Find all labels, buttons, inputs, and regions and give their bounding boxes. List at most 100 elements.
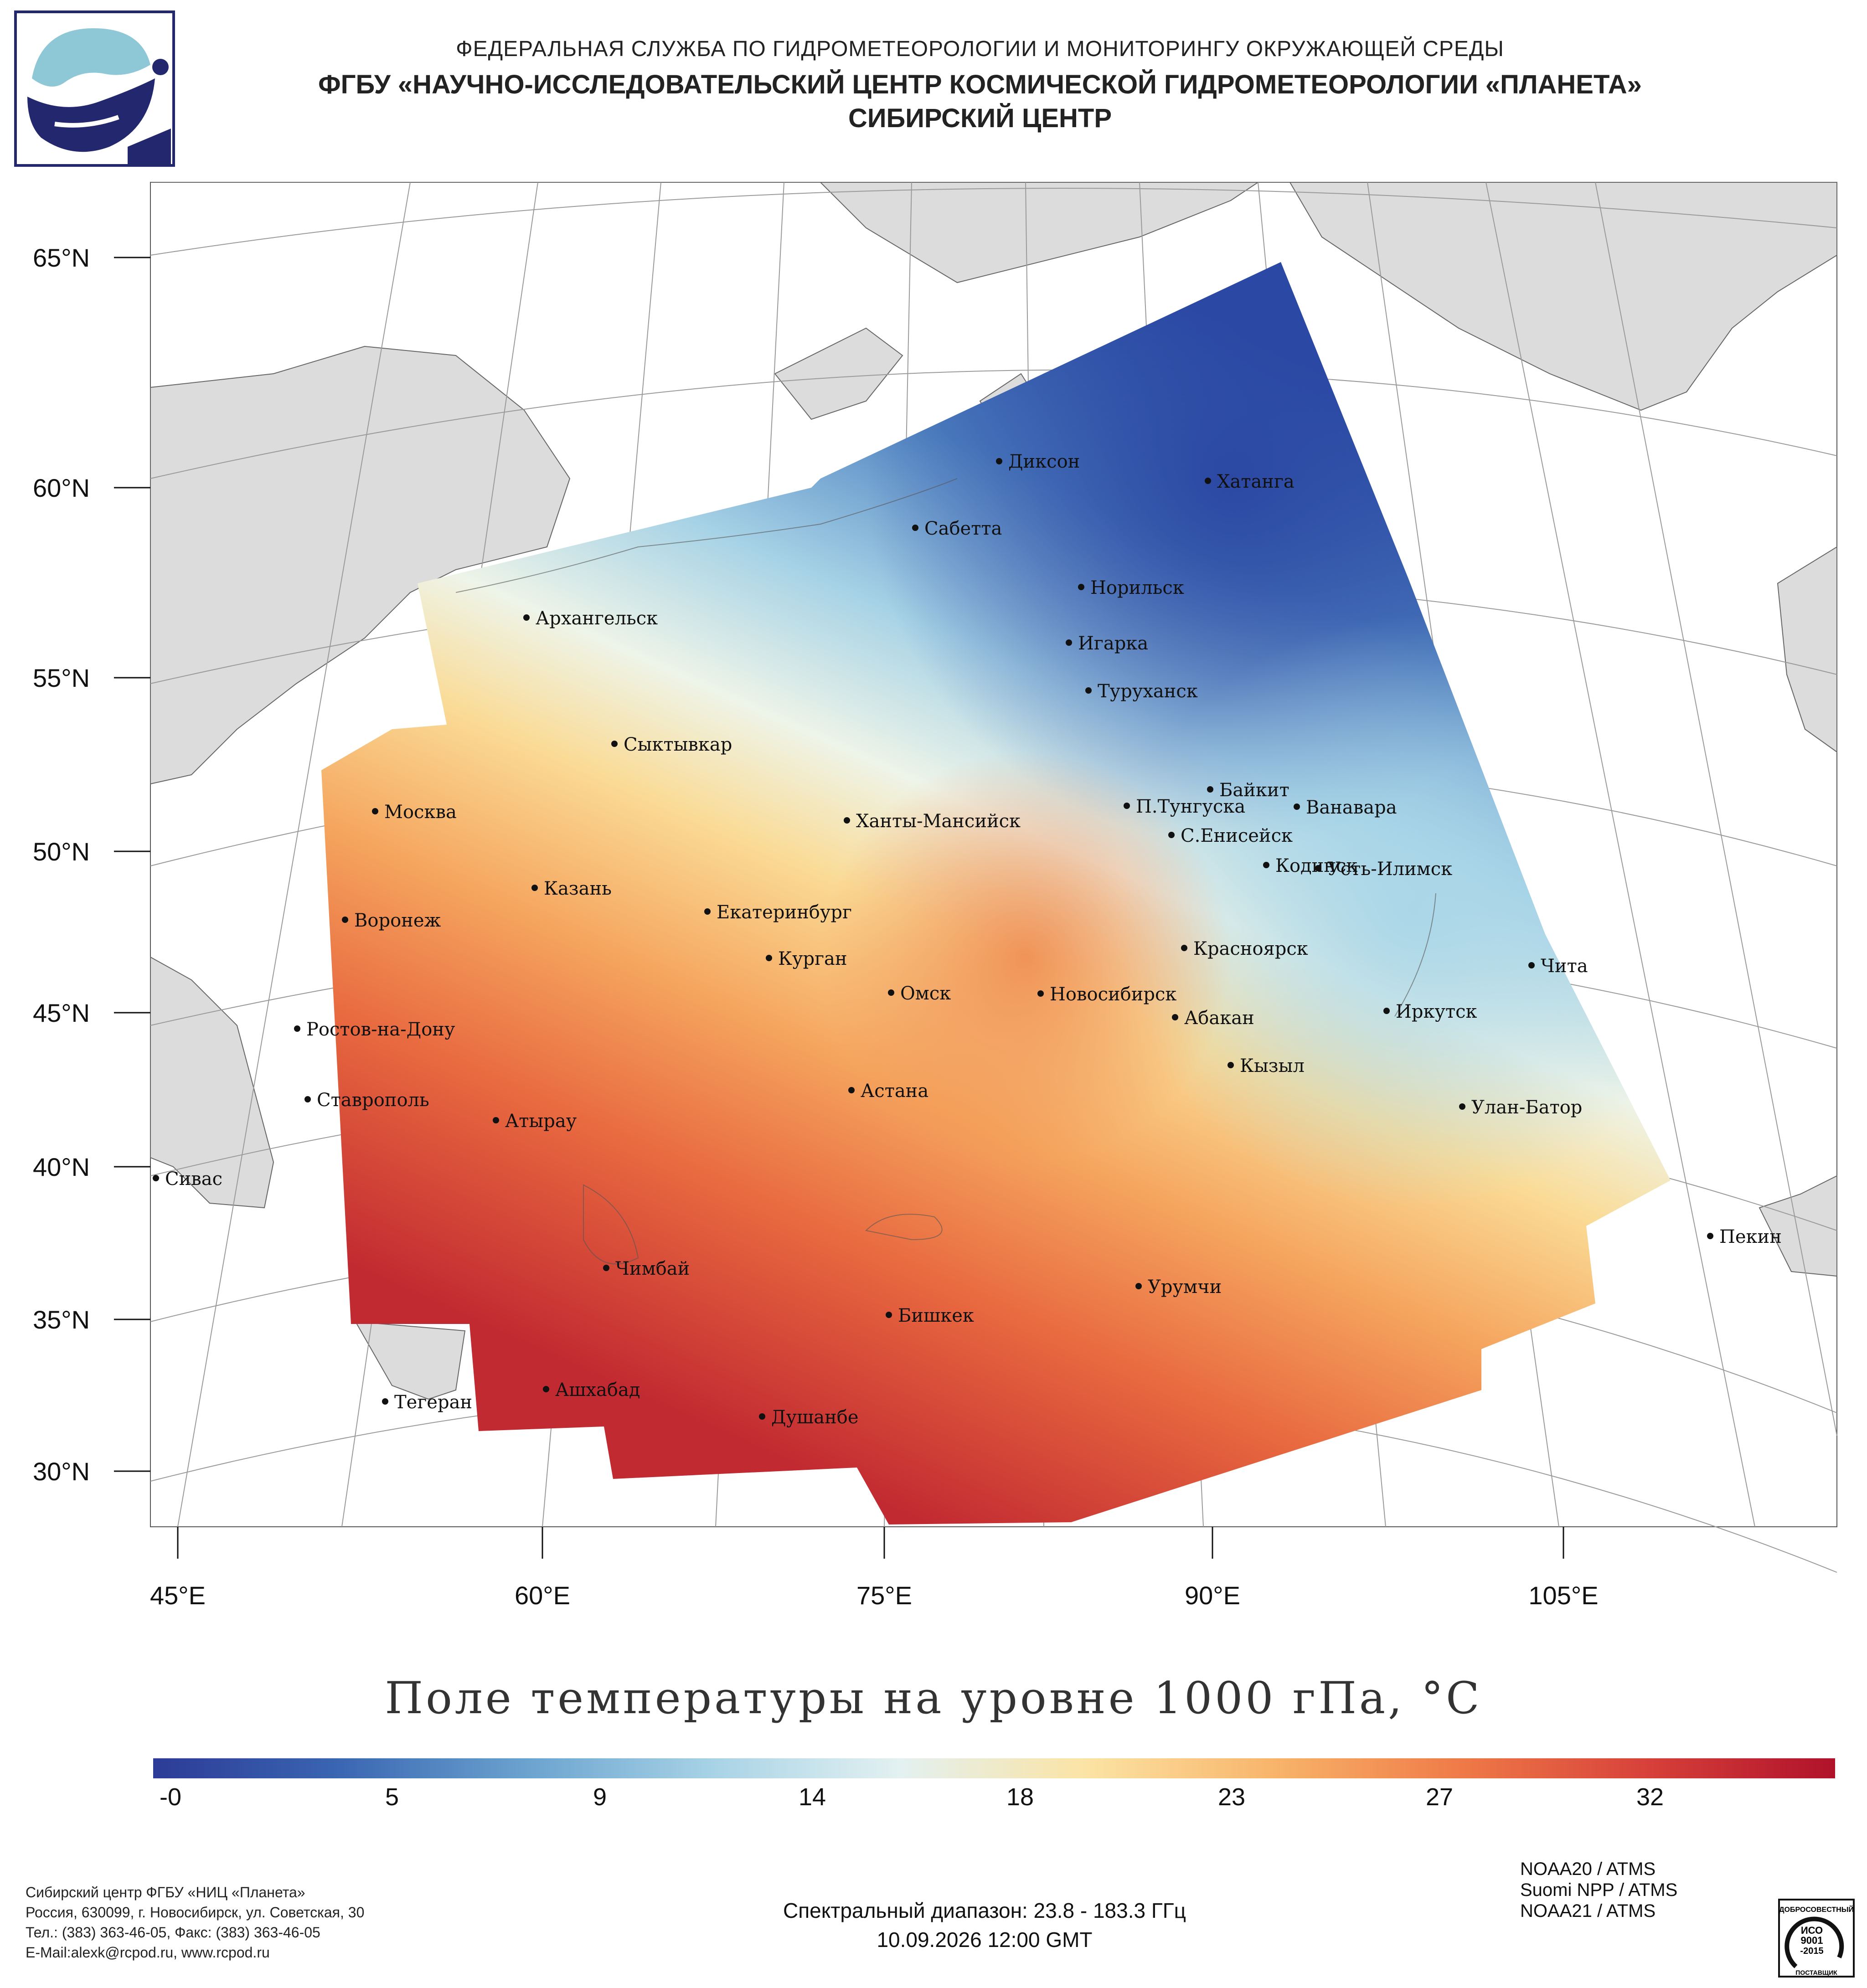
badge-text: 9001	[1801, 1935, 1823, 1946]
city-marker[interactable]: Ставрополь	[304, 1090, 429, 1111]
city-marker[interactable]: Астана	[848, 1081, 928, 1102]
city-marker[interactable]: Красноярск	[1181, 938, 1308, 959]
lat-label: 45°N	[33, 999, 90, 1027]
lat-label: 40°N	[33, 1153, 90, 1181]
lat-label: 35°N	[33, 1305, 90, 1334]
city-label: Атырау	[505, 1111, 577, 1132]
city-marker[interactable]: П.Тунгуска	[1124, 796, 1245, 817]
city-marker[interactable]: Чимбай	[603, 1258, 690, 1279]
city-marker[interactable]: Туруханск	[1085, 681, 1198, 702]
borders	[455, 478, 1436, 1265]
colorbar-tick: 5	[385, 1783, 399, 1811]
city-marker[interactable]: Абакан	[1172, 1008, 1254, 1029]
city-label: Тегеран	[394, 1392, 472, 1413]
city-label: Диксон	[1008, 451, 1080, 472]
city-marker[interactable]: Новосибирск	[1037, 984, 1176, 1005]
city-marker[interactable]: Норильск	[1078, 577, 1184, 598]
agency-title: ФЕДЕРАЛЬНАЯ СЛУЖБА ПО ГИДРОМЕТЕОРОЛОГИИ …	[456, 37, 1504, 61]
city-label: Чита	[1541, 956, 1588, 977]
org-address: Россия, 630099, г. Новосибирск, ул. Сове…	[26, 1904, 365, 1921]
city-marker[interactable]: Бишкек	[886, 1305, 974, 1326]
iso-badge: ДОБРОСОВЕСТНЫЙ ИСО 9001 -2015 ПОСТАВЩИК	[1778, 1899, 1855, 1978]
org-contacts: Сибирский центр ФГБУ «НИЦ «Планета» Росс…	[26, 1882, 364, 1962]
sensor-item: NOAA21 / ATMS	[1520, 1901, 1656, 1921]
city-marker[interactable]: Воронеж	[342, 910, 441, 931]
city-marker[interactable]: Ванавара	[1294, 797, 1397, 818]
city-marker[interactable]: Ашхабад	[543, 1380, 640, 1401]
city-marker[interactable]: Урумчи	[1135, 1277, 1222, 1298]
city-label: Ханты-Мансийск	[856, 811, 1021, 832]
sensor-item: NOAA20 / ATMS	[1520, 1859, 1656, 1879]
city-label: Урумчи	[1148, 1277, 1222, 1298]
city-marker[interactable]: Курган	[766, 948, 847, 969]
city-label: Ванавара	[1306, 797, 1397, 818]
city-label: Игарка	[1078, 633, 1148, 654]
lat-label: 65°N	[33, 243, 90, 272]
colorbar-tick: 14	[798, 1783, 826, 1811]
colorbar-tick: 18	[1006, 1783, 1034, 1811]
city-marker[interactable]: Сыктывкар	[611, 734, 732, 755]
city-marker[interactable]: Кызыл	[1227, 1056, 1305, 1076]
city-marker[interactable]: Игарка	[1066, 633, 1148, 654]
city-marker[interactable]: Чита	[1528, 956, 1588, 977]
city-label: Иркутск	[1396, 1001, 1477, 1022]
planeta-logo	[14, 10, 175, 167]
city-marker[interactable]: С.Енисейск	[1168, 825, 1293, 846]
longitude-labels: 45°E 60°E 75°E 90°E 105°E	[150, 1527, 1599, 1610]
latitude-labels: 65°N 60°N 55°N 50°N 45°N 40°N 35°N 30°N	[33, 243, 150, 1486]
city-label: П.Тунгуска	[1136, 796, 1245, 817]
city-marker[interactable]: Москва	[372, 802, 457, 823]
product-info: Спектральный диапазон: 23.8 - 183.3 ГГц …	[665, 1896, 1304, 1954]
city-label: С.Енисейск	[1181, 825, 1293, 846]
city-label: Кызыл	[1240, 1056, 1305, 1076]
colorbar-tick: -0	[159, 1783, 182, 1811]
city-marker[interactable]: Усть-Илимск	[1315, 859, 1452, 880]
city-label: Пекин	[1719, 1226, 1782, 1247]
city-marker[interactable]: Улан-Батор	[1459, 1097, 1582, 1118]
city-label: Астана	[861, 1081, 928, 1102]
org-name: Сибирский центр ФГБУ «НИЦ «Планета»	[26, 1884, 305, 1900]
lat-label: 55°N	[33, 664, 90, 692]
org-phone: Тел.: (383) 363-46-05, Факс: (383) 363-4…	[26, 1924, 320, 1941]
city-marker[interactable]: Атырау	[493, 1111, 577, 1132]
city-label: Байкит	[1219, 780, 1289, 801]
badge-text: ИСО	[1801, 1925, 1823, 1936]
city-label: Ставрополь	[317, 1090, 429, 1111]
city-marker[interactable]: Казань	[531, 878, 612, 899]
city-marker[interactable]: Екатеринбург	[704, 902, 852, 923]
city-marker[interactable]: Сивас	[153, 1169, 222, 1190]
city-marker[interactable]: Байкит	[1207, 780, 1289, 801]
city-marker[interactable]: Тегеран	[382, 1392, 472, 1413]
city-marker[interactable]: Омск	[888, 983, 951, 1004]
city-label: Омск	[900, 983, 951, 1004]
city-label: Бишкек	[898, 1305, 974, 1326]
city-marker[interactable]: Ростов-на-Дону	[294, 1019, 455, 1040]
lon-label: 60°E	[515, 1581, 570, 1610]
city-marker[interactable]: Архангельск	[523, 608, 658, 629]
city-marker[interactable]: Сабетта	[912, 518, 1002, 539]
city-label: Душанбе	[771, 1407, 859, 1428]
lat-label: 60°N	[33, 474, 90, 502]
city-label: Москва	[384, 802, 457, 823]
lon-label: 75°E	[856, 1581, 912, 1610]
sensor-item: Suomi NPP / ATMS	[1520, 1880, 1678, 1900]
colorbar-tick: 27	[1425, 1783, 1454, 1811]
badge-text: -2015	[1800, 1946, 1823, 1956]
lon-label: 105°E	[1528, 1581, 1598, 1610]
city-marker[interactable]: Хатанга	[1205, 471, 1295, 492]
city-label: Казань	[544, 878, 612, 899]
city-marker[interactable]: Диксон	[996, 451, 1080, 472]
city-label: Норильск	[1090, 577, 1184, 598]
city-marker[interactable]: Душанбе	[759, 1407, 859, 1428]
city-label: Абакан	[1184, 1008, 1254, 1029]
city-marker[interactable]: Пекин	[1707, 1226, 1782, 1247]
city-markers: Диксон Хатанга Сабетта Норильск Архангел…	[153, 451, 1782, 1428]
city-label: Хатанга	[1217, 471, 1295, 492]
city-marker[interactable]: Иркутск	[1383, 1001, 1477, 1022]
temperature-map: 65°N 60°N 55°N 50°N 45°N 40°N 35°N 30°N …	[33, 182, 1837, 1610]
colorbar	[153, 1758, 1835, 1778]
lat-label: 50°N	[33, 837, 90, 866]
city-marker[interactable]: Ханты-Мансийск	[844, 811, 1021, 832]
colorbar-tick: 9	[593, 1783, 607, 1811]
badge-text: ДОБРОСОВЕСТНЫЙ	[1779, 1905, 1854, 1914]
